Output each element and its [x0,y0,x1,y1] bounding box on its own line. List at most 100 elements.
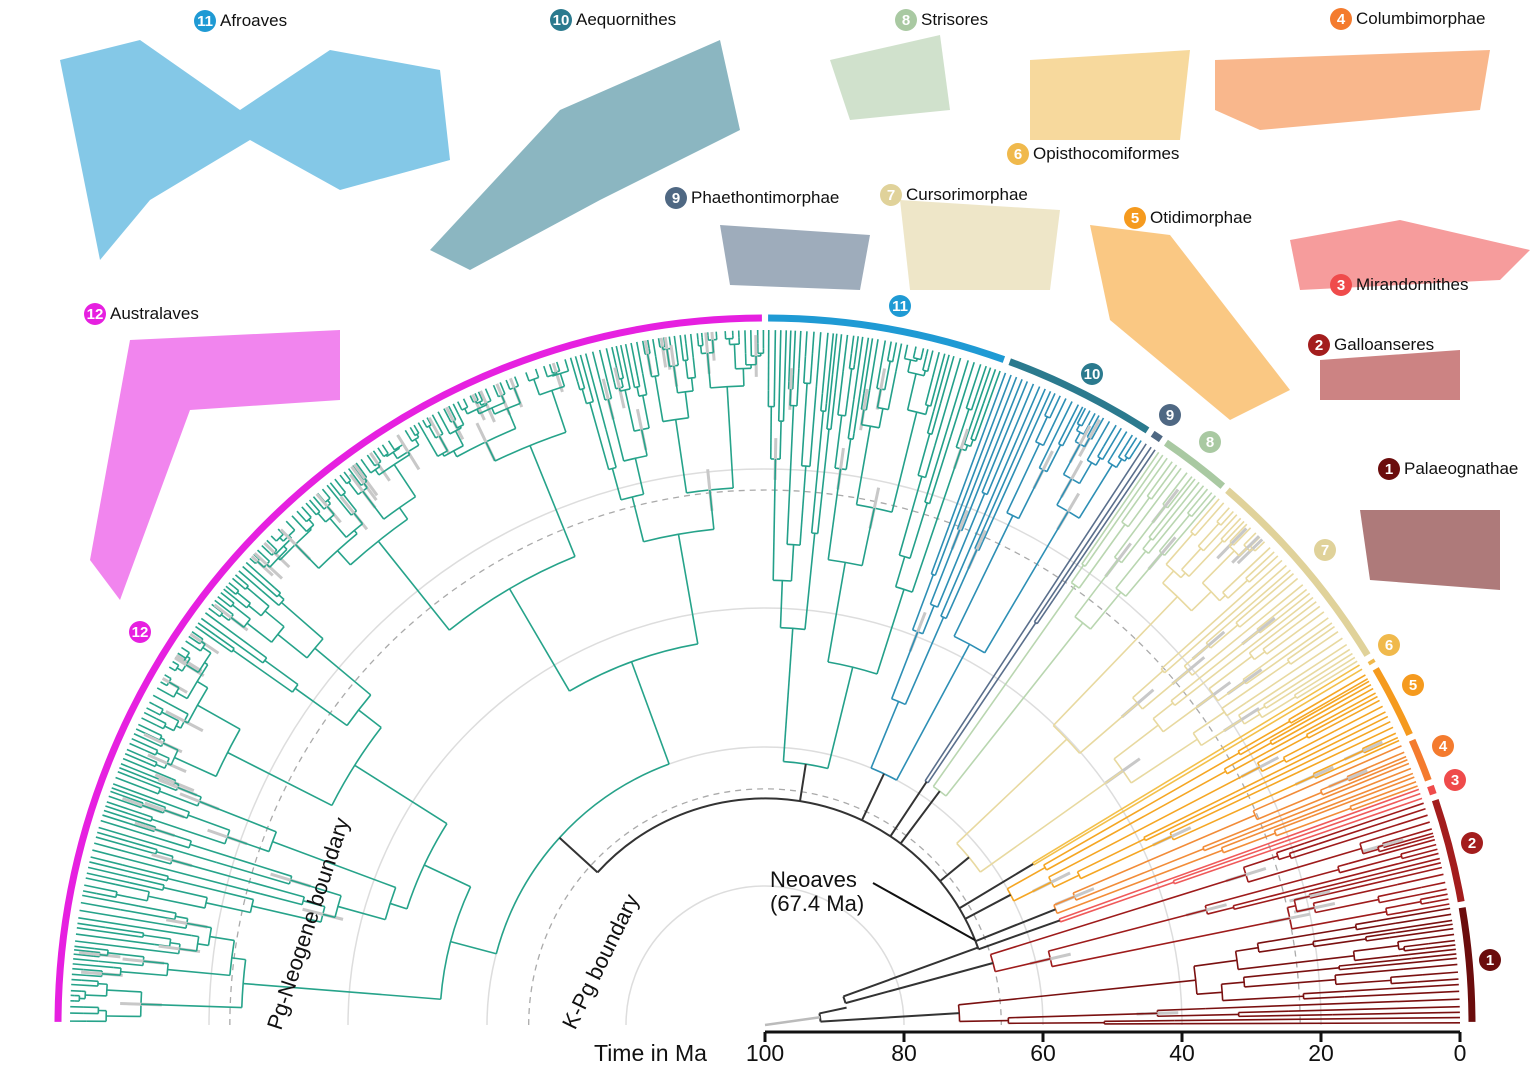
tree-branch [502,389,506,395]
tree-branch [82,890,97,895]
tree-branch [1294,671,1332,696]
tree-branch [630,661,670,765]
tree-branch [815,332,822,387]
tree-branch [425,436,439,457]
bird-illustration-afroaves [60,40,450,260]
tree-branch [853,337,870,434]
neoaves-annotation: Neoaves (67.4 Ma) [770,868,864,916]
tree-branch [441,453,445,457]
tree-branch [188,635,200,645]
tree-branch [186,811,191,819]
tree-branch [484,388,489,395]
tree-branch [231,604,251,620]
tree-branch [159,800,190,813]
tree-branch [151,818,226,845]
tree-branch [314,647,372,696]
tree-branch [358,709,382,729]
tree-branch [931,403,942,435]
tree-branch [1258,943,1314,953]
tree-branch [971,367,992,421]
tree-branch [620,378,624,388]
tree-branch [848,353,853,369]
tree-branch [654,356,660,376]
tree-branch [652,338,657,357]
tree-branch [119,766,147,780]
tree-branch [1035,441,1044,447]
tree-branch [1107,427,1122,452]
tree-branch [387,440,394,449]
tree-branch [508,588,571,692]
tree-branch [1233,543,1236,546]
tree-branch [131,737,155,750]
tree-branch [428,425,437,439]
tree-branch [1286,659,1292,665]
tree-branch [249,557,256,564]
tree-branch [800,383,808,466]
tree-branch [1241,584,1304,636]
tree-branch [474,400,478,404]
tree-branch [144,845,158,851]
tree-branch [1220,529,1231,540]
tree-branch [322,913,336,919]
tree-branch [354,764,448,825]
clade-label-mirandornithes: 3 Mirandornithes [1330,274,1468,296]
tree-branch [279,537,284,542]
tree-branch [312,503,321,513]
tree-branch [1382,840,1389,845]
tree-branch [607,398,625,462]
tree-branch [820,1012,960,1023]
tree-branch [87,866,128,878]
tree-branch [876,365,882,389]
tree-branch [308,499,315,505]
tree-branch [1384,821,1430,837]
tree-branch [1093,451,1160,547]
tree-branch [558,837,599,874]
tree-branch [894,556,906,588]
tree-branch [1062,443,1081,475]
tree-branch [156,850,174,858]
tree-branch [1419,888,1447,896]
tree-branch [302,900,326,908]
tree-branch [1234,520,1245,532]
tree-branch [1229,517,1242,531]
tree-branch [1377,846,1381,852]
tree-branch [82,894,139,907]
tree-branch [1121,521,1129,528]
tree-branch [927,622,1037,784]
tree-branch [1233,875,1368,911]
clade-label-aequornithes: 10 Aequornithes [550,9,676,31]
tree-branch [1346,764,1375,778]
clade-bar-mirandornithes [1427,784,1437,796]
axis-tick-label: 80 [891,1040,917,1066]
tree-branch [71,978,82,982]
tree-branch [621,371,625,379]
clade-label-galloanseres: 2 Galloanseres [1308,334,1434,356]
tree-branch [1121,497,1140,523]
tree-branch [819,1006,847,1015]
tree-branch [1274,815,1312,832]
tree-branch [72,967,84,971]
tree-branch [149,758,158,764]
tree-branch [1332,1011,1460,1016]
tree-branch [71,983,90,987]
tree-branch [1235,715,1389,793]
tree-branch [899,554,911,560]
tree-branch [1313,938,1367,948]
tree-branch [925,349,929,357]
tree-branch [370,465,381,474]
tree-branch [939,856,970,882]
tree-branch [429,422,432,426]
tree-branch [970,403,985,440]
tree-branch [157,788,162,795]
tree-branch [926,411,935,434]
tree-branch [1411,843,1437,852]
tree-branch [157,877,168,882]
tree-branch [975,908,1056,943]
tree-branch [1217,680,1246,702]
tree-branch [270,626,285,643]
tree-branch [1079,407,1087,418]
tree-branch [506,383,511,390]
tree-branch [876,589,905,675]
tree-branch [195,625,211,638]
tree-branch [1088,668,1363,833]
